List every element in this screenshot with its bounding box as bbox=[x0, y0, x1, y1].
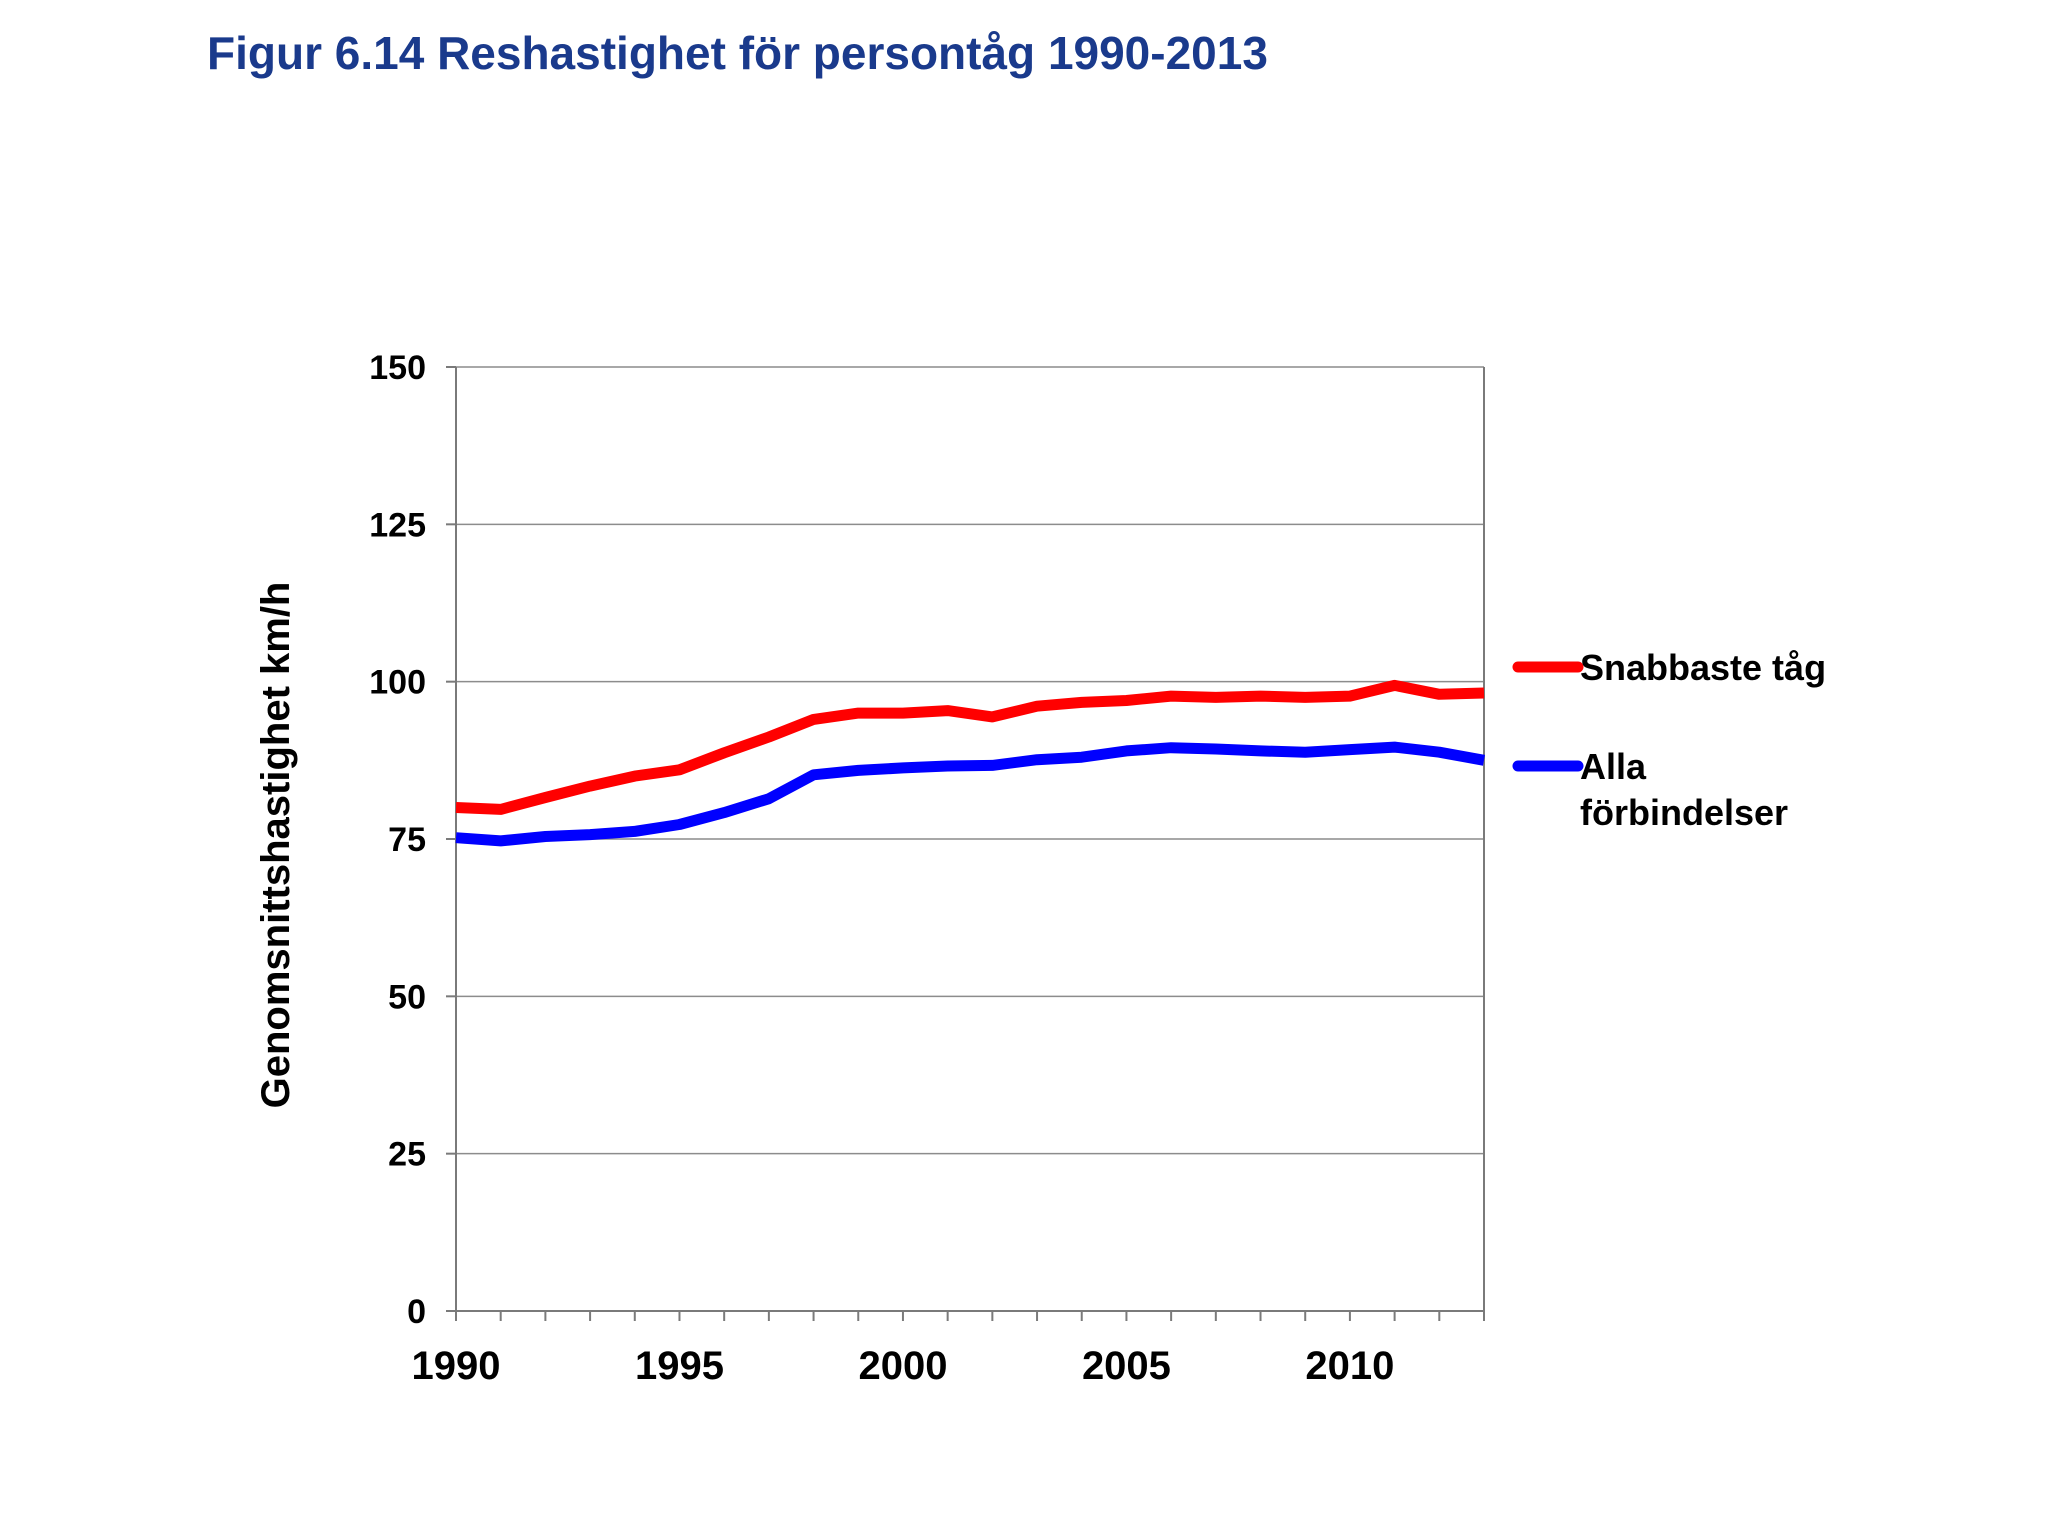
x-tick-label: 1990 bbox=[412, 1344, 501, 1388]
y-tick-label: 75 bbox=[388, 821, 426, 859]
legend-label-2: Alla förbindelser bbox=[1580, 746, 1788, 833]
series-lines bbox=[455, 679, 1485, 847]
y-tick-label: 25 bbox=[388, 1136, 426, 1174]
y-tick-label: 100 bbox=[369, 664, 426, 702]
legend-label-1: Snabbaste tåg bbox=[1580, 647, 1826, 688]
y-axis-title: Genomsnittshastighet km/h bbox=[254, 582, 298, 1109]
legend: Snabbaste tåg Alla förbindelser bbox=[1512, 647, 1826, 833]
series-line-1 bbox=[455, 679, 1485, 815]
x-tick-label: 2000 bbox=[858, 1344, 947, 1388]
x-axis-ticks: 1990 1995 2000 2005 2010 bbox=[412, 1311, 1485, 1388]
y-tick-label: 50 bbox=[388, 978, 426, 1016]
x-tick-label: 1995 bbox=[635, 1344, 724, 1388]
y-axis-ticks: 0 25 50 75 100 125 150 bbox=[369, 349, 456, 1331]
series-line-2 bbox=[455, 741, 1485, 847]
x-tick-label: 2010 bbox=[1305, 1344, 1394, 1388]
grid-lines bbox=[456, 366, 1484, 1155]
y-tick-label: 125 bbox=[369, 506, 426, 544]
x-tick-label: 2005 bbox=[1082, 1344, 1171, 1388]
chart-title: Figur 6.14 Reshastighet för persontåg 19… bbox=[207, 27, 1268, 79]
y-tick-label: 0 bbox=[407, 1293, 426, 1331]
y-tick-label: 150 bbox=[369, 349, 426, 387]
